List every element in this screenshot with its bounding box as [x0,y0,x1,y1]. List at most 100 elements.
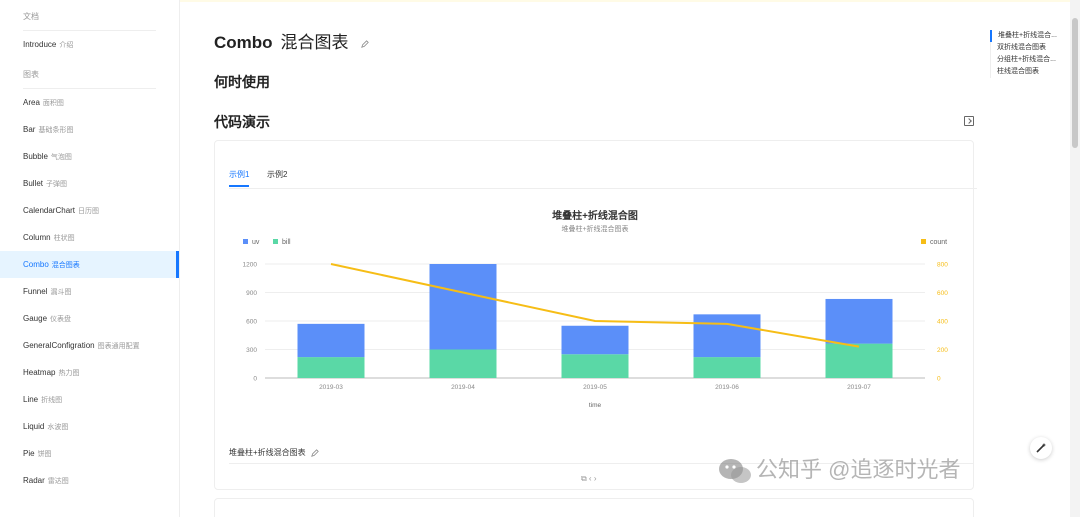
watermark-text: 公知乎 @追逐时光者 [756,457,961,482]
sidebar-item-label: CalendarChart [23,206,76,215]
sidebar-item-sublabel: 子弹图 [46,181,68,188]
y-right-tick-label: 800 [937,262,948,269]
demo-card: 示例1 示例2 堆叠柱+折线混合图 堆叠柱+折线混合图表 uv bill count 0 3… [214,140,977,490]
magic-wand-icon [1036,443,1046,453]
y-left-tick-label: 300 [246,347,257,354]
sidebar-item-bubble[interactable]: Bubble 气泡图 [0,143,179,170]
sidebar-item-column[interactable]: Column 柱状图 [0,224,179,251]
sidebar-group-charts: 图表 [23,70,39,79]
sidebar-item-generalconfigration[interactable]: GeneralConfigration 图表通用配置 [0,332,179,359]
legend-label: count [930,239,947,246]
wechat-logo-icon [719,459,751,484]
bar-uv [693,314,761,358]
sidebar-item-sublabel: 图表通用配置 [97,343,140,350]
sidebar-item-line[interactable]: Line 折线图 [0,386,179,413]
anchor-item[interactable]: 堆叠柱+折线混合... [990,30,1060,42]
sidebar-item-funnel[interactable]: Funnel 漏斗图 [0,278,179,305]
sidebar-item-radar[interactable]: Radar 雷达图 [0,467,179,494]
sidebar-item-bar[interactable]: Bar 基础条形图 [0,116,179,143]
y-left-tick-label: 0 [253,376,257,383]
page-title-en: Combo [214,33,273,52]
sidebar-item-label: Bar [23,125,36,134]
sidebar-item-label: Column [23,233,51,242]
page-title: Combo 混合图表 [214,28,370,53]
sidebar-item-bullet[interactable]: Bullet 子弹图 [0,170,179,197]
sidebar-item-liquid[interactable]: Liquid 水波图 [0,413,179,440]
demo-card-next [214,498,974,517]
demo-description: 堆叠柱+折线混合图表 [229,447,319,458]
sidebar-item-label: Introduce [23,40,57,49]
sidebar-item-label: Liquid [23,422,45,431]
divider [23,88,156,89]
x-tick-label: 2019-04 [451,384,475,391]
edit-icon[interactable] [311,449,319,457]
sidebar-item-sublabel: 日历图 [78,208,100,215]
sidebar-item-gauge[interactable]: Gauge 仪表盘 [0,305,179,332]
scrollbar[interactable] [1070,0,1080,517]
bar-bill [825,343,893,378]
sidebar-item-sublabel: 饼图 [37,451,52,458]
expand-code-icon[interactable] [964,116,974,126]
sidebar-item-sublabel: 柱状图 [53,235,75,242]
anchor-nav: 堆叠柱+折线混合... 双折线混合图表 分组柱+折线混合... 柱线混合图表 [990,30,1060,78]
demo-description-text: 堆叠柱+折线混合图表 [229,448,306,457]
sidebar-item-label: Funnel [23,287,48,296]
scrollbar-thumb[interactable] [1072,18,1078,148]
sidebar-item-label: Heatmap [23,368,56,377]
when-to-use-heading: 何时使用 [214,74,270,90]
divider [23,30,156,31]
tab-example-1[interactable]: 示例1 [229,169,250,187]
x-tick-label: 2019-05 [583,384,607,391]
bar-bill [561,354,629,378]
divider [229,463,973,464]
sidebar-item-label: Radar [23,476,45,485]
sidebar-item-label: Bubble [23,152,48,161]
sidebar-item-label: Area [23,98,40,107]
bar-uv [561,325,629,355]
tab-example-2[interactable]: 示例2 [267,170,288,179]
sidebar-group-docs: 文档 [23,12,39,21]
y-left-tick-label: 900 [246,290,257,297]
code-actions[interactable]: ⧉ ‹ › [581,474,597,483]
legend-label: bill [282,239,291,246]
sidebar-item-sublabel: 基础条形图 [38,127,74,134]
sidebar-item-introduce[interactable]: Introduce 介绍 [0,31,179,58]
sidebar-item-heatmap[interactable]: Heatmap 热力图 [0,359,179,386]
demo-tabs: 示例1 示例2 [229,169,977,189]
x-tick-label: 2019-06 [715,384,739,391]
watermark: 公知乎 @追逐时光者 [718,452,960,485]
sidebar-item-label: Combo [23,260,49,269]
bar-uv [429,264,497,350]
legend-label: uv [252,239,260,246]
anchor-item[interactable]: 柱线混合图表 [997,68,1039,75]
bar-bill [297,357,365,378]
y-left-tick-label: 1200 [243,262,258,269]
sidebar-menu: 文档 Introduce 介绍 图表 Area 面积图 Bar 基础条形图 Bubble 气… [0,0,180,517]
sidebar-item-pie[interactable]: Pie 饼图 [0,440,179,467]
demo-heading: 代码演示 [214,114,270,130]
sidebar-item-sublabel: 面积图 [42,100,64,107]
sidebar-item-area[interactable]: Area 面积图 [0,89,179,116]
bar-uv [825,298,893,344]
sidebar-item-sublabel: 仪表盘 [50,316,72,323]
sidebar-item-calendarchart[interactable]: CalendarChart 日历图 [0,197,179,224]
sidebar-item-sublabel: 气泡图 [50,154,72,161]
sidebar-item-combo[interactable]: Combo 混合图表 [0,251,179,278]
legend-marker [273,239,278,244]
bar-bill [693,357,761,378]
main-content: Combo 混合图表 何时使用 代码演示 示例1 示例2 堆叠柱+折线混合图 堆叠柱… [180,0,990,517]
anchor-item[interactable]: 分组柱+折线混合... [997,56,1056,63]
sidebar-item-label: Gauge [23,314,48,323]
x-tick-label: 2019-07 [847,384,871,391]
sidebar-item-label: Pie [23,449,35,458]
anchor-item[interactable]: 双折线混合图表 [997,44,1046,51]
magic-tool-button[interactable] [1030,437,1052,459]
x-axis-label: time [589,402,602,409]
edit-icon[interactable] [361,39,370,48]
bar-uv [297,323,365,358]
chart-subtitle: 堆叠柱+折线混合图表 [561,224,628,233]
sidebar-item-sublabel: 混合图表 [51,262,80,269]
x-tick-label: 2019-03 [319,384,343,391]
sidebar-item-label: Line [23,395,39,404]
y-left-tick-label: 600 [246,319,257,326]
